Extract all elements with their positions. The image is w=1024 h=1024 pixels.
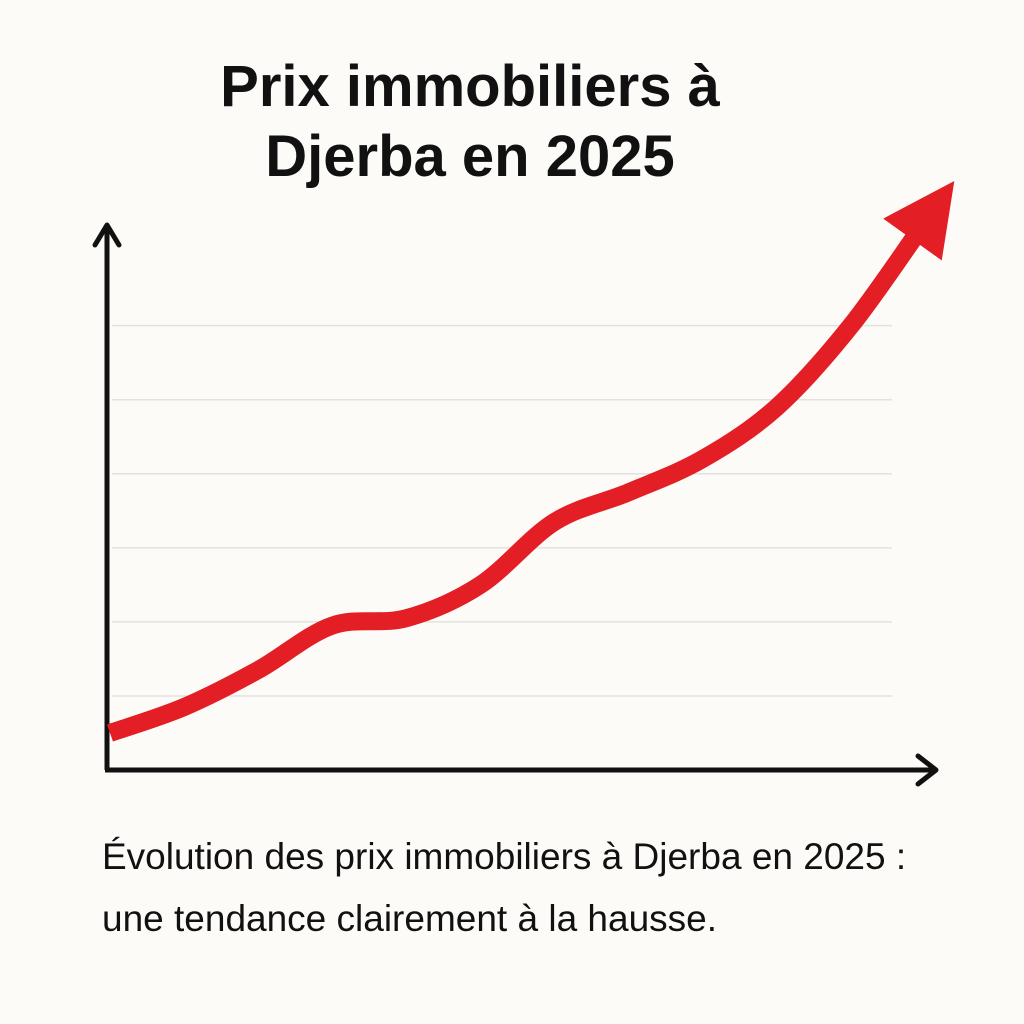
y-axis-arrow (92, 222, 122, 248)
plot (107, 180, 955, 742)
grid (112, 324, 892, 697)
trend-line (107, 180, 955, 742)
chart-title: Prix immobiliers à Djerba en 2025 (220, 54, 720, 189)
caption: Évolution des prix immobiliers à Djerba … (102, 836, 907, 939)
x-axis-arrow (915, 753, 939, 787)
